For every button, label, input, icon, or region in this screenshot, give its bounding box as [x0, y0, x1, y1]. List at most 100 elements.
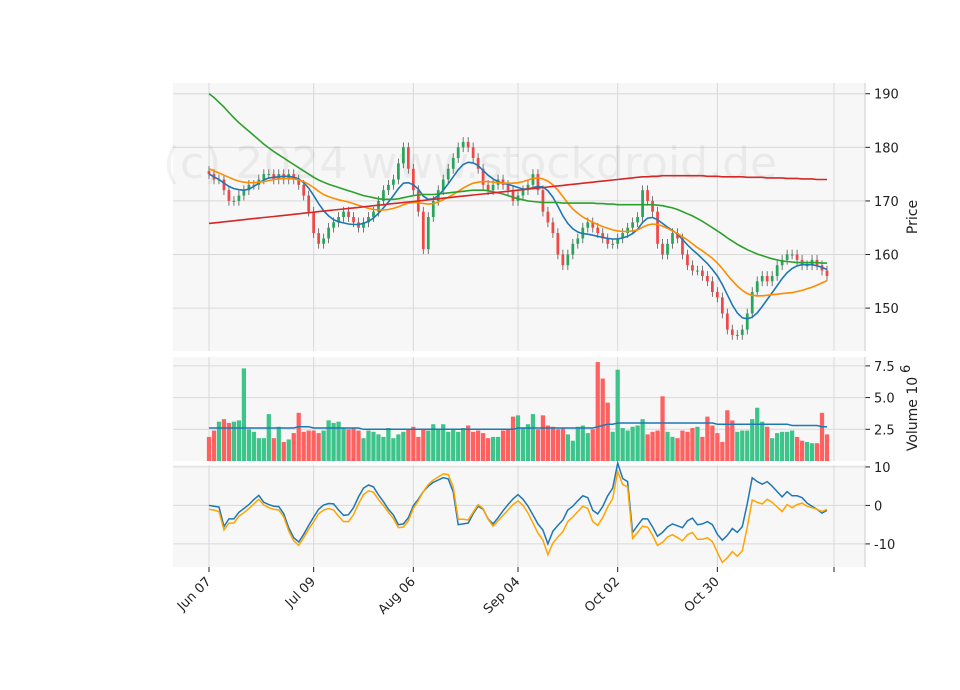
candle-body	[337, 217, 340, 223]
y-tick-label: 180	[874, 141, 899, 156]
y-tick-label: 10	[874, 461, 891, 476]
candle-body	[486, 184, 490, 191]
candle-body	[636, 217, 639, 223]
candle-body	[531, 174, 535, 185]
candle-body	[686, 254, 689, 266]
volume-bar	[510, 416, 516, 461]
candle-body	[247, 184, 251, 191]
candle-body	[451, 158, 455, 169]
candle-body	[237, 195, 241, 201]
candle-body	[402, 147, 405, 164]
oscillator-line	[208, 460, 828, 547]
oscillator-line	[208, 468, 828, 564]
y-tick-label: 160	[874, 249, 899, 264]
volume-bar	[725, 410, 730, 461]
moving-average-line	[208, 174, 827, 225]
candle-body	[232, 200, 236, 202]
volume-bar	[695, 426, 700, 461]
volume-bar	[316, 433, 321, 461]
volume-bar	[755, 407, 760, 461]
volume-bar	[605, 402, 610, 461]
candle-body	[616, 238, 620, 244]
volume-bar	[451, 429, 456, 461]
volume-bar	[211, 430, 217, 461]
volume-average-line	[209, 422, 827, 431]
volume-bar	[750, 419, 755, 461]
volume-bar	[809, 443, 815, 461]
candle-body	[576, 238, 580, 244]
volume-bar	[241, 368, 247, 461]
volume-bar	[441, 424, 446, 461]
candle-body	[297, 179, 301, 185]
volume-bar	[730, 420, 735, 461]
candle-body	[566, 254, 570, 266]
candle-body	[750, 292, 754, 314]
volume-bar	[660, 396, 665, 461]
candle-body	[466, 141, 470, 148]
volume-bar	[396, 434, 401, 461]
candle-body	[267, 174, 271, 176]
candle-body	[461, 141, 465, 148]
volume-bar	[236, 420, 242, 461]
volume-bar	[296, 412, 301, 461]
candle-body	[785, 254, 789, 260]
moving-average-line	[208, 168, 828, 297]
candle-body	[352, 217, 355, 223]
volume-bar	[456, 431, 461, 461]
volume-bar	[700, 436, 705, 461]
volume-bar	[545, 425, 551, 461]
candle-body	[317, 233, 321, 244]
y-tick-label: 0	[874, 499, 882, 514]
candle-body	[222, 179, 226, 191]
volume-bar	[326, 420, 331, 461]
volume-bar	[246, 429, 251, 461]
candle-body	[661, 243, 664, 255]
candle-body	[456, 147, 460, 159]
candle-body	[536, 174, 540, 191]
candle-body	[631, 222, 634, 228]
volume-bar	[500, 430, 506, 461]
oscillator-lines	[208, 460, 828, 564]
candle-body	[765, 275, 769, 282]
candle-body	[382, 190, 385, 201]
volume-bar	[540, 415, 546, 461]
candle-body	[322, 238, 325, 244]
volume-axis-exponent: 6	[899, 365, 914, 373]
volume-bar	[431, 424, 436, 461]
volume-bar	[276, 426, 281, 461]
volume-bar	[416, 436, 421, 461]
candle-body	[591, 222, 595, 228]
x-tick-label: Jul 09	[282, 574, 319, 611]
volume-bar	[760, 421, 765, 461]
candle-body	[421, 211, 425, 250]
volume-bar	[401, 431, 406, 461]
candle-body	[711, 281, 714, 293]
volume-bar	[789, 430, 795, 461]
volume-bar	[515, 415, 521, 461]
candle-body	[501, 179, 505, 185]
candle-body	[347, 211, 350, 217]
volume-bar	[371, 431, 376, 461]
volume-bar	[595, 362, 600, 461]
moving-average-line	[208, 161, 828, 320]
volume-bar	[336, 421, 341, 461]
volume-bar	[490, 436, 496, 461]
y-tick-label: 2.5	[874, 423, 895, 438]
candle-body	[556, 233, 560, 255]
volume-bar	[615, 369, 620, 461]
candle-body	[691, 265, 694, 271]
volume-bar	[565, 434, 570, 461]
candle-body	[406, 147, 410, 169]
y-tick-label: 190	[874, 88, 899, 103]
volume-bar	[740, 430, 745, 461]
candle-body	[491, 184, 495, 191]
candle-body	[626, 227, 630, 234]
candle-body	[586, 222, 590, 228]
candle-body	[471, 147, 475, 159]
candle-body	[431, 200, 435, 217]
volume-bar	[286, 439, 291, 461]
candle-body	[676, 233, 679, 239]
candle-body	[745, 313, 749, 330]
candle-body	[561, 254, 565, 266]
volume-bar	[426, 430, 431, 461]
